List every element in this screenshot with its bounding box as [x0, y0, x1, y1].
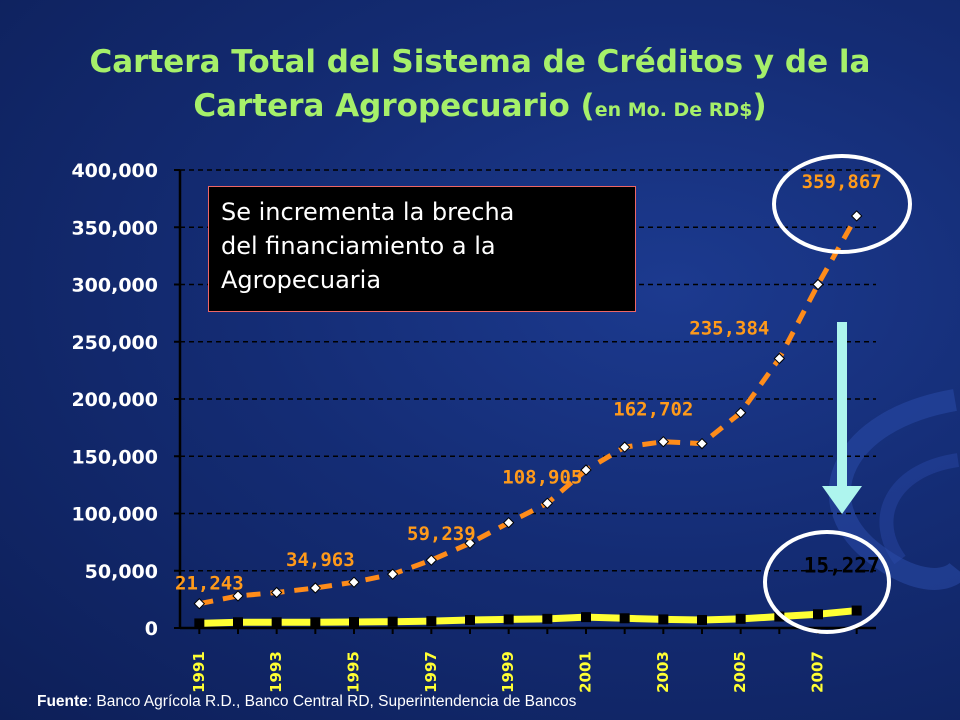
total-point [464, 537, 476, 549]
title-line-2-text: Cartera Agropecuario ( [193, 88, 595, 124]
data-label: 34,963 [286, 549, 355, 571]
agro-point [194, 618, 205, 629]
y-tick-label: 100,000 [71, 504, 158, 526]
x-tick-label: 2003 [654, 651, 672, 693]
total-point [541, 497, 554, 510]
total-point [348, 576, 360, 588]
y-tick-label: 250,000 [71, 332, 158, 354]
total-point [734, 407, 747, 419]
x-tick-label: 2007 [809, 651, 827, 693]
data-label: 235,384 [689, 317, 769, 339]
y-tick-label: 350,000 [71, 217, 158, 239]
agro-point [697, 614, 707, 625]
x-tick-label: 1997 [422, 651, 440, 693]
highlight-circle-total [772, 154, 912, 254]
total-point [850, 210, 863, 222]
total-point [232, 590, 244, 602]
total-point [386, 568, 399, 580]
title-close: ) [752, 88, 767, 124]
total-point [309, 582, 322, 594]
y-tick-label: 300,000 [71, 275, 158, 297]
data-label: 59,239 [407, 523, 476, 545]
agro-point [271, 617, 282, 628]
chart-title: Cartera Total del Sistema de Créditos y … [0, 40, 960, 132]
title-line-2: Cartera Agropecuario (en Mo. De RD$) [0, 84, 960, 132]
x-tick-label: 1991 [190, 651, 208, 693]
agro-series-line [199, 607, 857, 627]
total-point [270, 586, 283, 599]
callout-line-2: del financiamiento a la [221, 232, 496, 260]
total-point [580, 464, 592, 476]
agro-point [619, 613, 630, 624]
gap-arrow-shaft [837, 322, 847, 488]
callout-line-1: Se incrementa la brecha [221, 198, 515, 226]
total-point [425, 554, 438, 566]
source-note: Fuente: Banco Agrícola R.D., Banco Centr… [37, 693, 576, 711]
x-tick-label: 2001 [577, 651, 595, 693]
agro-point [349, 617, 359, 628]
y-tick-label: 50,000 [85, 561, 158, 583]
data-label: 108,905 [502, 466, 582, 488]
background-swirl-decoration [828, 389, 960, 590]
y-tick-label: 400,000 [71, 160, 158, 182]
y-tick-label: 0 [145, 618, 158, 640]
source-text: : Banco Agrícola R.D., Banco Central RD,… [87, 693, 577, 710]
total-point [618, 441, 631, 453]
source-label: Fuente [37, 693, 88, 710]
x-tick-label: 1993 [267, 651, 285, 693]
title-unit: en Mo. De RD$ [594, 99, 753, 121]
agro-point [658, 614, 669, 625]
y-tick-label: 150,000 [71, 446, 158, 468]
agro-point [735, 613, 746, 624]
agro-point [310, 617, 321, 628]
total-point [657, 435, 670, 448]
x-tick-label: 2005 [731, 651, 749, 693]
total-point [773, 352, 786, 365]
total-point [193, 597, 206, 610]
agro-point [503, 614, 514, 625]
data-label: 21,243 [175, 573, 244, 595]
total-point [812, 278, 824, 291]
agro-point [542, 613, 553, 624]
title-line-1: Cartera Total del Sistema de Créditos y … [89, 44, 871, 80]
agro-point [813, 609, 823, 620]
agro-point [426, 616, 437, 627]
agro-point [465, 614, 475, 625]
data-label: 359,867 [802, 171, 882, 193]
data-label: 15,227 [804, 554, 880, 578]
y-tick-label: 200,000 [71, 389, 158, 411]
total-point [502, 516, 515, 529]
callout-line-3: Agropecuaria [221, 266, 382, 294]
agro-point [233, 617, 243, 628]
agro-point [581, 612, 591, 623]
gap-arrow-head [822, 486, 862, 514]
total-point [696, 437, 708, 450]
agro-point [851, 605, 862, 616]
agro-point [387, 616, 398, 627]
total-series-line [198, 214, 859, 607]
x-tick-label: 1995 [345, 651, 363, 693]
highlight-circle-agro [763, 530, 891, 634]
data-label: 162,702 [613, 399, 693, 421]
x-tick-label: 1999 [499, 651, 517, 693]
gap-callout-box: Se incrementa la brecha del financiamien… [208, 186, 636, 312]
